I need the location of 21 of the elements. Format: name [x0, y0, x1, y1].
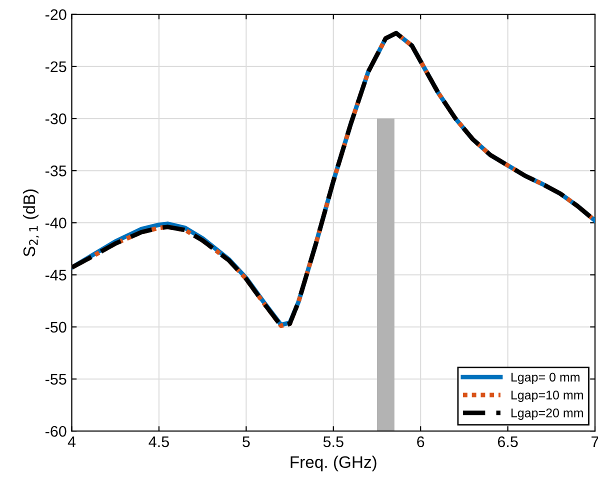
- x-tick-label: 7: [592, 436, 598, 448]
- x-tick-label: 5.5: [323, 436, 344, 448]
- x-tick-label: 4: [68, 436, 76, 448]
- legend-label: Lgap=20 mm: [511, 408, 583, 420]
- x-tick-label: 4.5: [148, 436, 169, 448]
- x-tick-label: 6: [417, 436, 424, 448]
- y-tick-label: -40: [46, 218, 66, 228]
- x-axis-title: Freq. (GHz): [290, 456, 376, 472]
- y-tick-label: -55: [46, 374, 66, 385]
- y-tick-label: -25: [46, 61, 66, 72]
- x-tick-label: 6.5: [498, 436, 518, 448]
- x-tick-label: 5: [242, 436, 250, 448]
- y-axis-title: S$_{2,1}$ (dB): [22, 190, 40, 256]
- y-tick-label: -60: [46, 426, 66, 437]
- y-tick-label: -35: [46, 166, 66, 176]
- y-tick-label: -50: [46, 322, 66, 333]
- y-tick-label: -30: [46, 113, 66, 124]
- y-tick-label: -45: [46, 270, 66, 281]
- y-tick-label: -20: [46, 9, 66, 20]
- legend-label: Lgap= 0 mm: [511, 372, 580, 384]
- legend-label: Lgap=10 mm: [511, 390, 583, 402]
